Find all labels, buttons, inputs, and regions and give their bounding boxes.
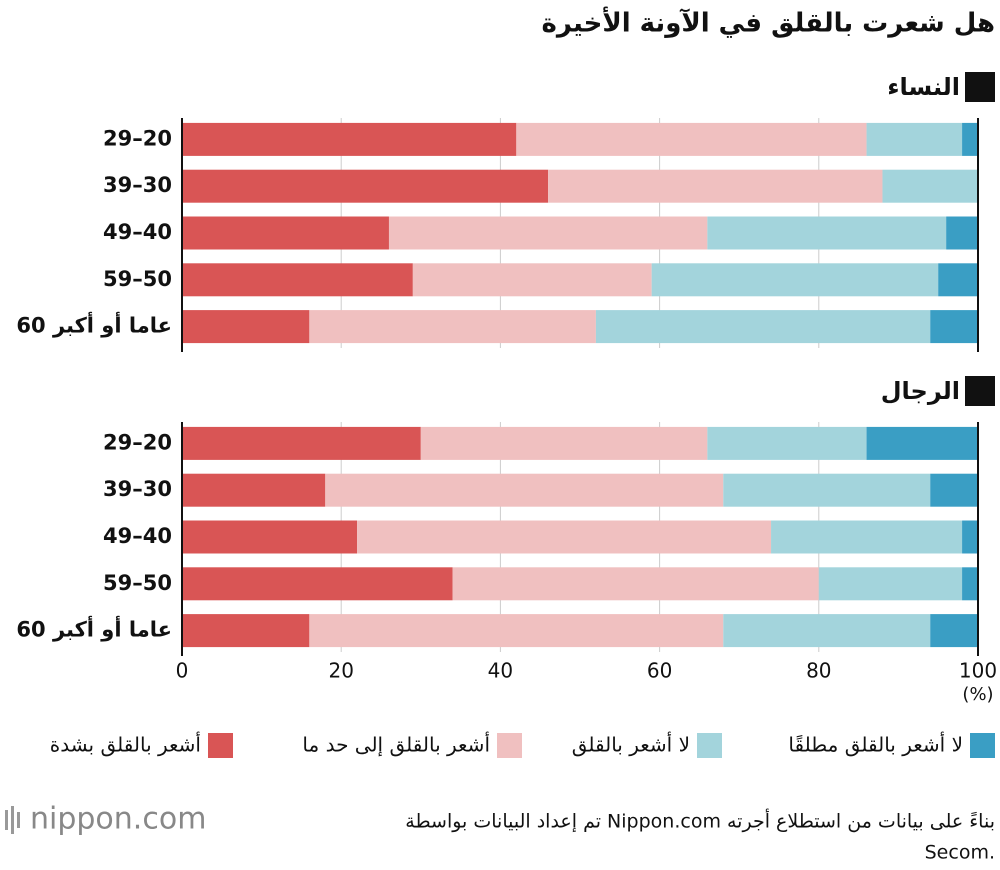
bar-segment <box>866 122 963 156</box>
x-tick-label: 80 <box>806 659 831 683</box>
bar-segment <box>182 614 310 648</box>
bar-segment <box>771 520 963 554</box>
legend-swatch <box>208 733 233 758</box>
bar-segment <box>723 614 931 648</box>
source-line: Secom. <box>925 842 995 864</box>
x-tick-label: 60 <box>647 659 672 683</box>
bar-segment <box>309 310 596 344</box>
y-tick-label: 29–20 <box>103 126 172 150</box>
legend-label: لا أشعر بالقلق مطلقًا <box>788 732 963 757</box>
logo-mark <box>17 812 20 828</box>
panel-marker <box>965 72 995 102</box>
bar-segment <box>182 169 549 203</box>
x-tick-label: 20 <box>328 659 353 683</box>
x-tick-label: 0 <box>176 659 189 683</box>
bar-segment <box>420 426 708 460</box>
bar-segment <box>595 310 931 344</box>
legend-swatch <box>697 733 722 758</box>
bar-segment <box>325 473 724 507</box>
bar-segment <box>866 426 978 460</box>
bar-segment <box>882 169 978 203</box>
bar-segment <box>182 122 517 156</box>
y-tick-label: 59–50 <box>103 267 172 291</box>
chart-title: هل شعرت بالقلق في الآونة الأخيرة <box>541 7 995 39</box>
bar-segment <box>723 473 931 507</box>
y-tick-label: 60 عاما أو أكبر <box>16 311 172 338</box>
bar-segment <box>930 473 978 507</box>
logo-mark <box>5 810 8 830</box>
bar-segment <box>388 216 708 250</box>
legend-label: لا أشعر بالقلق <box>572 732 690 757</box>
x-tick-label: 100 <box>959 659 997 683</box>
logo: nippon.com <box>5 802 206 837</box>
x-axis-label: (%) <box>962 684 993 705</box>
panel-title: النساء <box>887 73 960 101</box>
bar-segment <box>930 614 978 648</box>
legend-swatch <box>970 733 995 758</box>
legend-label: أشعر بالقلق بشدة <box>50 732 201 757</box>
y-tick-label: 49–40 <box>103 524 172 548</box>
bar-segment <box>452 567 819 601</box>
bar-segment <box>182 520 358 554</box>
bar-segment <box>548 169 883 203</box>
logo-mark <box>11 806 14 834</box>
bar-segment <box>962 520 978 554</box>
bar-segment <box>930 310 978 344</box>
bar-segment <box>182 216 389 250</box>
y-tick-label: 39–30 <box>103 173 172 197</box>
panel-marker <box>965 376 995 406</box>
logo-text: nippon.com <box>30 802 206 837</box>
bar-segment <box>962 567 978 601</box>
bar-segment <box>412 263 652 297</box>
legend-swatch <box>497 733 522 758</box>
y-tick-label: 60 عاما أو أكبر <box>16 615 172 642</box>
bar-segment <box>182 567 453 601</box>
y-tick-label: 59–50 <box>103 571 172 595</box>
bar-segment <box>818 567 963 601</box>
panel-title: الرجال <box>881 377 960 405</box>
x-tick-label: 40 <box>488 659 513 683</box>
bar-segment <box>516 122 867 156</box>
bar-segment <box>707 216 947 250</box>
bar-segment <box>946 216 978 250</box>
bar-segment <box>707 426 867 460</box>
bar-segment <box>182 473 326 507</box>
source-line: تم إعداد البيانات بواسطة Nippon.com بناء… <box>405 809 995 834</box>
bar-segment <box>309 614 724 648</box>
y-tick-label: 29–20 <box>103 430 172 454</box>
bar-segment <box>182 310 310 344</box>
y-tick-label: 39–30 <box>103 477 172 501</box>
bar-segment <box>182 426 421 460</box>
bar-segment <box>182 263 413 297</box>
bar-segment <box>962 122 978 156</box>
bar-segment <box>651 263 939 297</box>
legend-label: أشعر بالقلق إلى حد ما <box>302 732 490 758</box>
bar-segment <box>938 263 978 297</box>
bar-segment <box>357 520 772 554</box>
y-tick-label: 49–40 <box>103 220 172 244</box>
